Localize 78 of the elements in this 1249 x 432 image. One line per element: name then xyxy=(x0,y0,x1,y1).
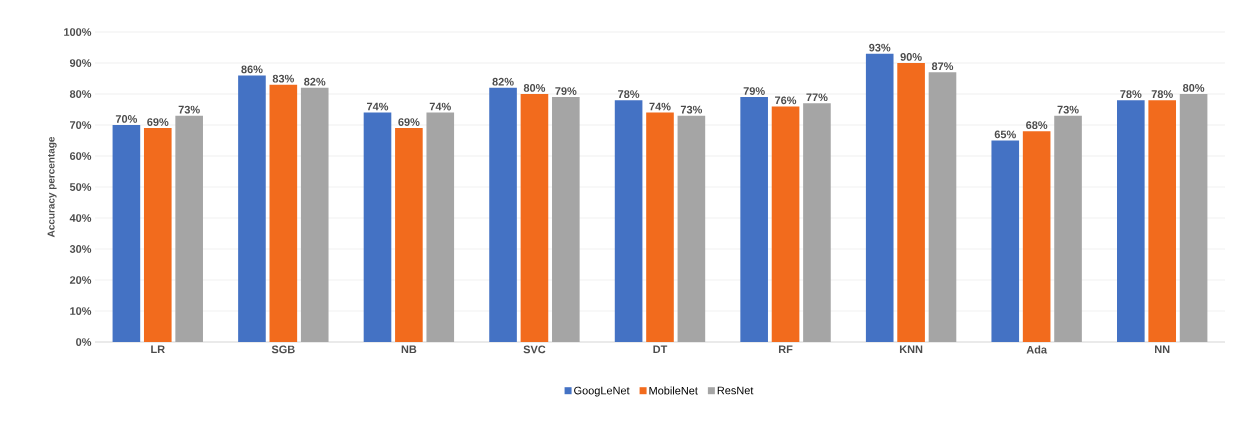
y-tick-label: 30% xyxy=(69,245,92,253)
data-label: 79% xyxy=(555,87,577,95)
x-tick-label: SGB xyxy=(271,345,295,354)
data-label: 73% xyxy=(178,105,200,114)
y-axis-title: Accuracy percentage xyxy=(47,136,57,238)
bar xyxy=(771,106,800,342)
data-label: 79% xyxy=(743,87,765,95)
data-label: 73% xyxy=(680,105,703,114)
bar xyxy=(646,112,674,342)
y-tick-label: 50% xyxy=(69,183,92,191)
data-label: 80% xyxy=(1182,84,1205,92)
data-label: 82% xyxy=(492,77,514,86)
bar xyxy=(175,115,203,342)
data-label: 69% xyxy=(147,118,169,126)
bar xyxy=(991,140,1020,342)
bar xyxy=(803,103,831,342)
data-label: 77% xyxy=(806,93,828,102)
data-label: 78% xyxy=(1151,90,1173,99)
bar xyxy=(1022,131,1051,342)
data-label: 69% xyxy=(398,118,420,126)
y-tick-label: 40% xyxy=(69,214,92,222)
data-label: 78% xyxy=(1120,90,1142,99)
data-label: 74% xyxy=(429,102,451,111)
x-tick-label: LR xyxy=(151,345,165,354)
bar xyxy=(426,112,455,342)
x-tick-label: RF xyxy=(778,345,793,354)
data-label: 74% xyxy=(367,102,389,111)
bar xyxy=(1179,94,1208,342)
data-label: 76% xyxy=(775,96,797,105)
bar xyxy=(395,128,423,342)
bar xyxy=(300,87,329,342)
y-tick-label: 100% xyxy=(64,28,92,36)
bar xyxy=(1117,100,1145,342)
bar xyxy=(489,87,517,342)
data-label: 74% xyxy=(649,102,671,111)
bar xyxy=(897,63,925,342)
bar xyxy=(520,94,549,342)
x-tick-label: SVC xyxy=(523,345,546,354)
bar xyxy=(112,125,141,342)
bar xyxy=(552,97,580,342)
data-label: 65% xyxy=(994,130,1016,139)
bar xyxy=(238,75,266,342)
data-label: 87% xyxy=(931,62,954,71)
x-tick-label: NB xyxy=(401,345,417,354)
y-tick-label: 10% xyxy=(70,307,92,315)
bar xyxy=(1148,100,1177,342)
bar xyxy=(143,128,172,342)
y-tick-label: 20% xyxy=(69,276,92,284)
y-tick-label: 80% xyxy=(69,90,92,98)
data-label: 82% xyxy=(304,77,326,86)
bar xyxy=(363,112,392,342)
data-label: 86% xyxy=(241,65,263,74)
y-tick-label: 60% xyxy=(69,152,92,160)
x-tick-label: DT xyxy=(653,345,668,354)
bar xyxy=(740,97,768,342)
y-tick-label: 70% xyxy=(70,121,92,129)
y-tick-label: 90% xyxy=(69,59,92,67)
data-label: 93% xyxy=(869,43,891,52)
data-label: 70% xyxy=(115,115,138,123)
bar xyxy=(677,115,706,342)
data-label: 68% xyxy=(1026,121,1048,130)
data-label: 80% xyxy=(523,84,546,92)
bar xyxy=(614,100,643,342)
y-tick-label: 0% xyxy=(76,338,92,346)
legend-label: MobileNet xyxy=(649,386,698,395)
bar xyxy=(928,72,957,342)
bar xyxy=(269,84,298,342)
data-label: 90% xyxy=(900,53,922,61)
data-label: 73% xyxy=(1057,105,1079,114)
x-tick-label: NN xyxy=(1155,345,1170,354)
x-tick-label: Ada xyxy=(1026,345,1048,354)
data-label: 78% xyxy=(618,90,640,99)
bar xyxy=(865,53,894,342)
legend-label: GoogLeNet xyxy=(574,386,630,397)
bar xyxy=(1054,115,1082,342)
data-label: 83% xyxy=(272,74,294,83)
x-tick-label: KNN xyxy=(899,345,923,354)
legend-label: ResNet xyxy=(717,386,754,395)
